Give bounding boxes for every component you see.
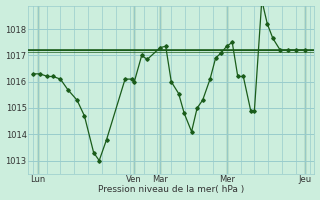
X-axis label: Pression niveau de la mer( hPa ): Pression niveau de la mer( hPa ) — [98, 185, 244, 194]
